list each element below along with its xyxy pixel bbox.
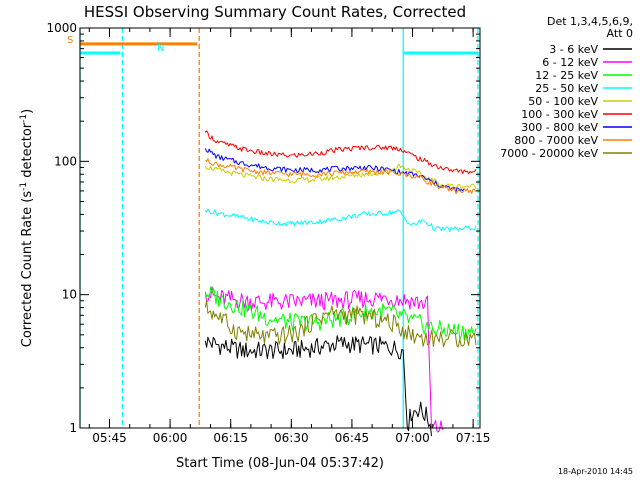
legend-header-1: Det 1,3,4,5,6,9, — [547, 15, 633, 28]
series-line-2-0 — [204, 286, 477, 341]
legend-label-3: 25 - 50 keV — [535, 82, 598, 95]
x-tick-label-1: 06:00 — [153, 431, 188, 445]
legend-label-7: 800 - 7000 keV — [514, 134, 598, 147]
legend-label-2: 12 - 25 keV — [535, 69, 598, 82]
plot-frame — [79, 27, 481, 429]
y-tick-label-2: 100 — [54, 154, 77, 168]
axis-ticks: 1 10 100 1000 05:45 06:00 06:15 06:30 06:45 07:00… — [46, 21, 490, 445]
y-axis-label-end: ) — [20, 109, 35, 114]
x-tick-label-3: 06:30 — [274, 431, 309, 445]
y-axis-label-mid: detector — [20, 122, 35, 182]
x-axis-label: Start Time (08-Jun-04 05:37:42) — [176, 456, 384, 471]
series-lines — [80, 42, 477, 437]
series-line-4-0 — [204, 163, 477, 190]
y-tick-label-1: 10 — [62, 288, 77, 302]
x-tick-label-2: 06:15 — [213, 431, 248, 445]
chart-title: HESSI Observing Summary Count Rates, Cor… — [84, 3, 466, 21]
legend-label-5: 100 - 300 keV — [521, 108, 598, 121]
legend-label-0: 3 - 6 keV — [549, 43, 598, 56]
x-tick-label-5: 07:00 — [395, 431, 430, 445]
y-tick-label-0: 1 — [69, 421, 77, 435]
x-tick-label-6: 07:15 — [456, 431, 491, 445]
y-axis-label-sup1: -1 — [19, 182, 29, 191]
series-line-0-0 — [204, 335, 432, 437]
legend-label-4: 50 - 100 keV — [528, 95, 598, 108]
series-line-3-0 — [204, 208, 477, 232]
footer-timestamp: 18-Apr-2010 14:45 — [558, 467, 633, 476]
y-axis-label: Corrected Count Rate (s-1 detector-1) — [19, 109, 35, 347]
legend-label-1: 6 - 12 keV — [542, 56, 598, 69]
legend-label-8: 7000 - 20000 keV — [500, 147, 598, 160]
y-tick-label-3: 1000 — [46, 21, 77, 35]
series-line-8-0 — [204, 300, 477, 348]
x-tick-label-4: 06:45 — [335, 431, 370, 445]
y-axis-label-sup2: -1 — [19, 114, 29, 123]
overlay-marker-n: N — [157, 43, 164, 54]
x-tick-label-0: 05:45 — [92, 431, 127, 445]
legend-label-6: 300 - 800 keV — [521, 121, 598, 134]
legend-header-2: Att 0 — [607, 27, 633, 40]
series-line-1-0 — [204, 286, 444, 433]
series-line-7-1 — [204, 158, 477, 195]
series-line-5-0 — [204, 130, 477, 175]
overlay-marker-s: S — [67, 35, 73, 46]
y-axis-label-main: Corrected Count Rate (s — [20, 191, 35, 348]
